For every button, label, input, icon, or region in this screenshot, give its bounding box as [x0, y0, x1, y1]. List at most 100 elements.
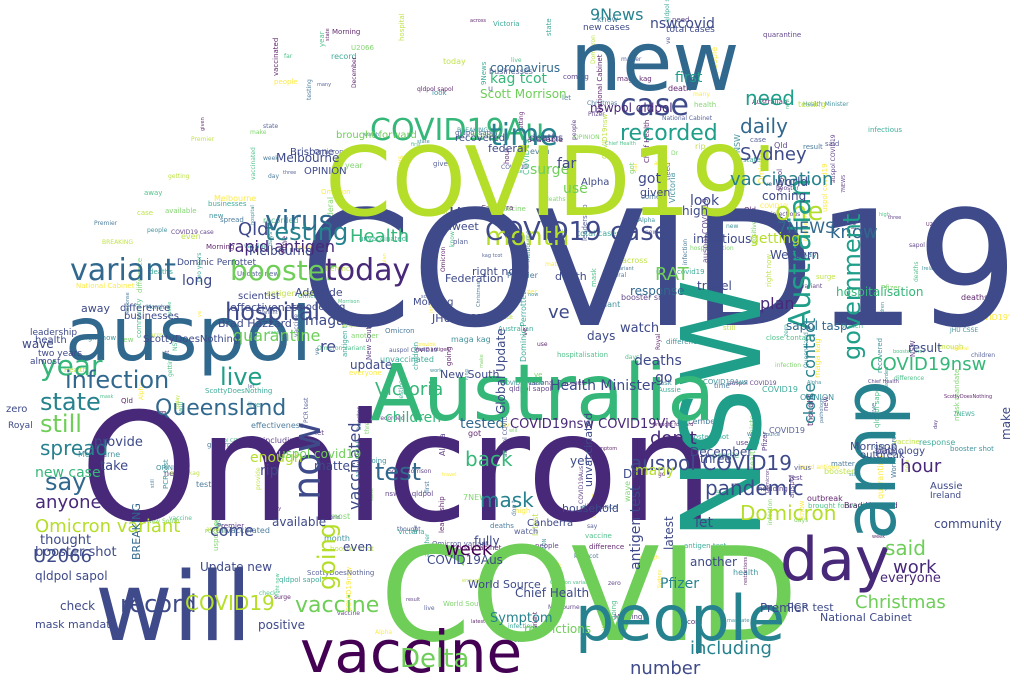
word-filler-pcr-test: PCR test — [162, 459, 170, 489]
word-filler-people: people — [712, 451, 739, 460]
word-mask: mask — [480, 488, 534, 512]
word-covid19au: COVID19Au — [370, 113, 544, 148]
word-filler-right-now: right now — [83, 334, 116, 342]
word-omicron: Omicron — [80, 382, 714, 556]
word-latest: latest — [662, 516, 676, 550]
word-filler-record: record — [680, 618, 702, 626]
word-filler-come: come — [641, 193, 660, 201]
word-filler-canberra: Canberra — [481, 204, 513, 212]
word-filler-everyone: everyone — [808, 396, 814, 419]
word-filler-another: another — [351, 332, 378, 340]
word-filler-qld: Qld — [744, 206, 756, 214]
word-filler-hospital: hospital — [342, 323, 362, 329]
word-filler-latest: latest — [471, 619, 485, 625]
word-filler-world-source: World Source — [747, 432, 780, 438]
word-filler-mask: mask — [100, 394, 114, 400]
word-filler-going: going — [610, 600, 618, 620]
word-rat: RAT — [655, 264, 690, 285]
word-filler-say: say — [803, 250, 817, 259]
word-filler-let: let — [315, 429, 324, 437]
word-filler-christmas: Christmas — [587, 100, 617, 107]
word-filler-far: far — [632, 162, 639, 171]
word-filler-covid19: COVID19 — [769, 426, 805, 435]
word-filler-yet: yet — [164, 350, 171, 360]
word-kag-tcot: kag tcot — [490, 71, 548, 87]
word-new: new — [570, 15, 740, 110]
word-back: back — [465, 447, 513, 471]
word-filler-today: today — [443, 57, 466, 66]
word-ireland: Ireland — [930, 491, 961, 501]
word-jhu-csse: JHU CSSE — [431, 312, 484, 325]
word-filler-federal: federal — [605, 272, 626, 279]
word-filler-pfizer: Pfizer — [588, 111, 605, 118]
word-state: state — [40, 388, 101, 416]
word-filler-covid19-case: COVID19 case — [171, 229, 214, 236]
word-given: given — [640, 186, 670, 199]
word-filler-watch: watch — [842, 322, 863, 330]
word-filler-latest: latest — [531, 514, 540, 537]
word-another: another — [690, 555, 737, 569]
word-modelling: modelling — [296, 302, 345, 313]
word-filler-deaths: deaths — [149, 268, 173, 276]
word-filler-new: new — [822, 396, 830, 411]
word-filler-three: three — [283, 170, 296, 176]
word-filler-work: work — [545, 562, 563, 570]
word-days: days — [587, 329, 615, 343]
word-filler-response: response — [125, 292, 131, 315]
word-filler-alpha: Alpha — [138, 383, 145, 400]
word-watch: watch — [620, 321, 659, 336]
word-wave: wave — [22, 337, 54, 351]
word-filler-response: response — [919, 438, 955, 447]
word-filler-national-cabinet: National Cabinet — [76, 282, 135, 290]
word-filler-infectious: infectious — [868, 126, 902, 134]
word-filler-still: still — [514, 637, 525, 644]
word-filler-will: will — [509, 428, 517, 434]
word-filler-new-south: New South — [365, 322, 373, 360]
word-filler-available: available — [165, 207, 197, 215]
word-u2066: U2066 — [33, 546, 92, 567]
word-filler-difference: difference — [894, 375, 924, 382]
word-filler-case: case — [268, 330, 280, 336]
word-community: community — [934, 517, 1002, 531]
word-filler-surge: surge — [816, 273, 836, 281]
word-vaccine: vaccine — [295, 593, 379, 618]
word-vaccine: vaccine — [300, 618, 522, 685]
word-uspol-covid19: uspol covid19 — [278, 447, 361, 461]
word-unvaccinated: unvaccinated — [582, 413, 595, 487]
word-filler-covid19: COVID19' — [501, 164, 530, 171]
word-dr: Dr — [623, 467, 637, 481]
word-children: children — [385, 410, 441, 426]
word-filler-scott-morrison: Scott Morrison — [388, 468, 432, 475]
word-filler-wave: wave — [623, 481, 632, 502]
word-filler-thought: thought — [397, 526, 421, 533]
word-u: u — [449, 199, 462, 223]
word-filler-unvaccinated: unvaccinated — [380, 355, 434, 364]
word-filler-look: look — [432, 89, 448, 97]
word-filler-infectious: infectious — [508, 623, 537, 630]
word-filler-health: Health — [64, 366, 87, 374]
word-re: re — [320, 337, 336, 356]
word-filler-ve: ve — [314, 347, 321, 355]
word-filler-variant: variant — [778, 573, 784, 591]
word-filler-pfizer: Pfizer — [761, 431, 769, 451]
word-filler-chief-health: Chief Health — [643, 120, 651, 163]
word-filler-hour: hour — [714, 489, 721, 503]
word-maga-kag: maga kag — [305, 313, 374, 329]
word-filler-need: need — [672, 16, 690, 24]
word-filler-covid19nsw: COVID19nsw — [345, 566, 353, 612]
word-virus: virus — [265, 204, 333, 237]
word-filler-said: said — [825, 140, 839, 148]
word-filler-difference: difference — [666, 338, 701, 346]
word-filler-qldpol-sapol: qldpol sapol — [509, 385, 551, 393]
word-filler-will: will — [177, 401, 185, 413]
word-filler-mask-mandate: mask mandate — [712, 618, 749, 624]
word-filler-people: people — [571, 119, 578, 140]
word-filler-auspol-covid19: auspol COVID19 — [728, 380, 777, 387]
word-filler-year: year — [588, 309, 596, 325]
word-filler-go: go — [658, 471, 666, 478]
word-filler-state: state — [743, 156, 761, 164]
word-filler-booster: booster — [776, 185, 799, 192]
word-filler-going: going — [445, 346, 453, 366]
word-filler-hospitalisation: hospitalisation — [557, 351, 608, 359]
word-filler-need: need — [664, 163, 672, 181]
